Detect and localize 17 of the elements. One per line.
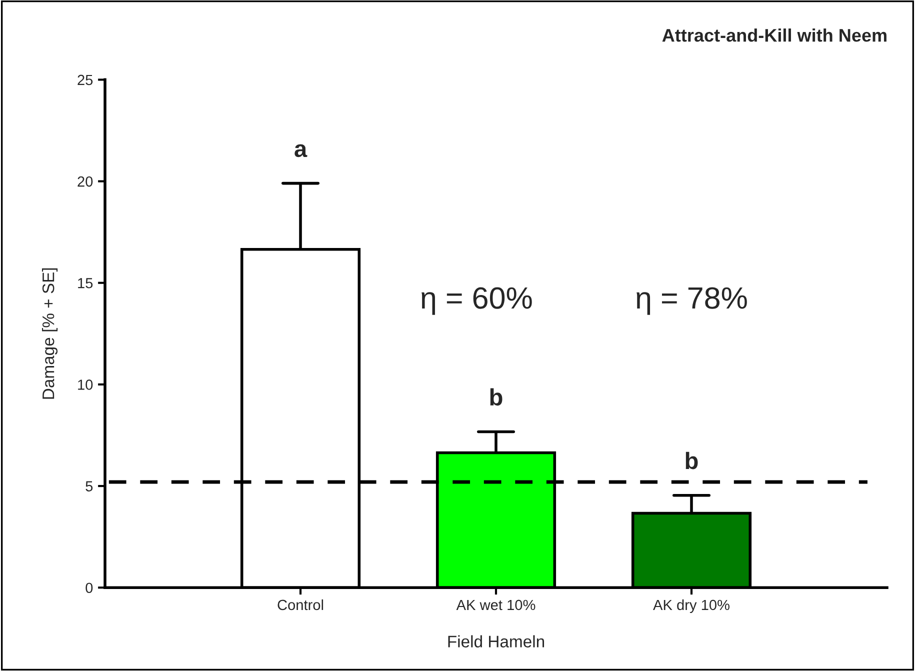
x-tick-label: AK dry 10% [653, 599, 730, 613]
y-tick-label: 5 [86, 481, 93, 492]
annotation: b [686, 452, 698, 470]
chart-title: Attract-and-Kill with Neem [662, 28, 886, 42]
y-tick-label: 20 [78, 176, 93, 187]
y-tick-label: 10 [78, 380, 93, 390]
y-tick-label: 15 [78, 278, 93, 288]
annotation: a [294, 144, 308, 158]
y-axis-title: Damage [% + SE] [42, 268, 58, 399]
x-tick-label: AK wet 10% [456, 600, 536, 610]
annotation: b [490, 388, 502, 406]
annotation: η = 78% [636, 287, 747, 315]
x-tick-label: Control [278, 599, 324, 610]
y-tick-label: 0 [86, 582, 93, 594]
y-tick-label: 25 [78, 74, 93, 86]
annotation: η = 60% [422, 287, 532, 315]
x-axis-title: Field Hameln [448, 635, 544, 648]
